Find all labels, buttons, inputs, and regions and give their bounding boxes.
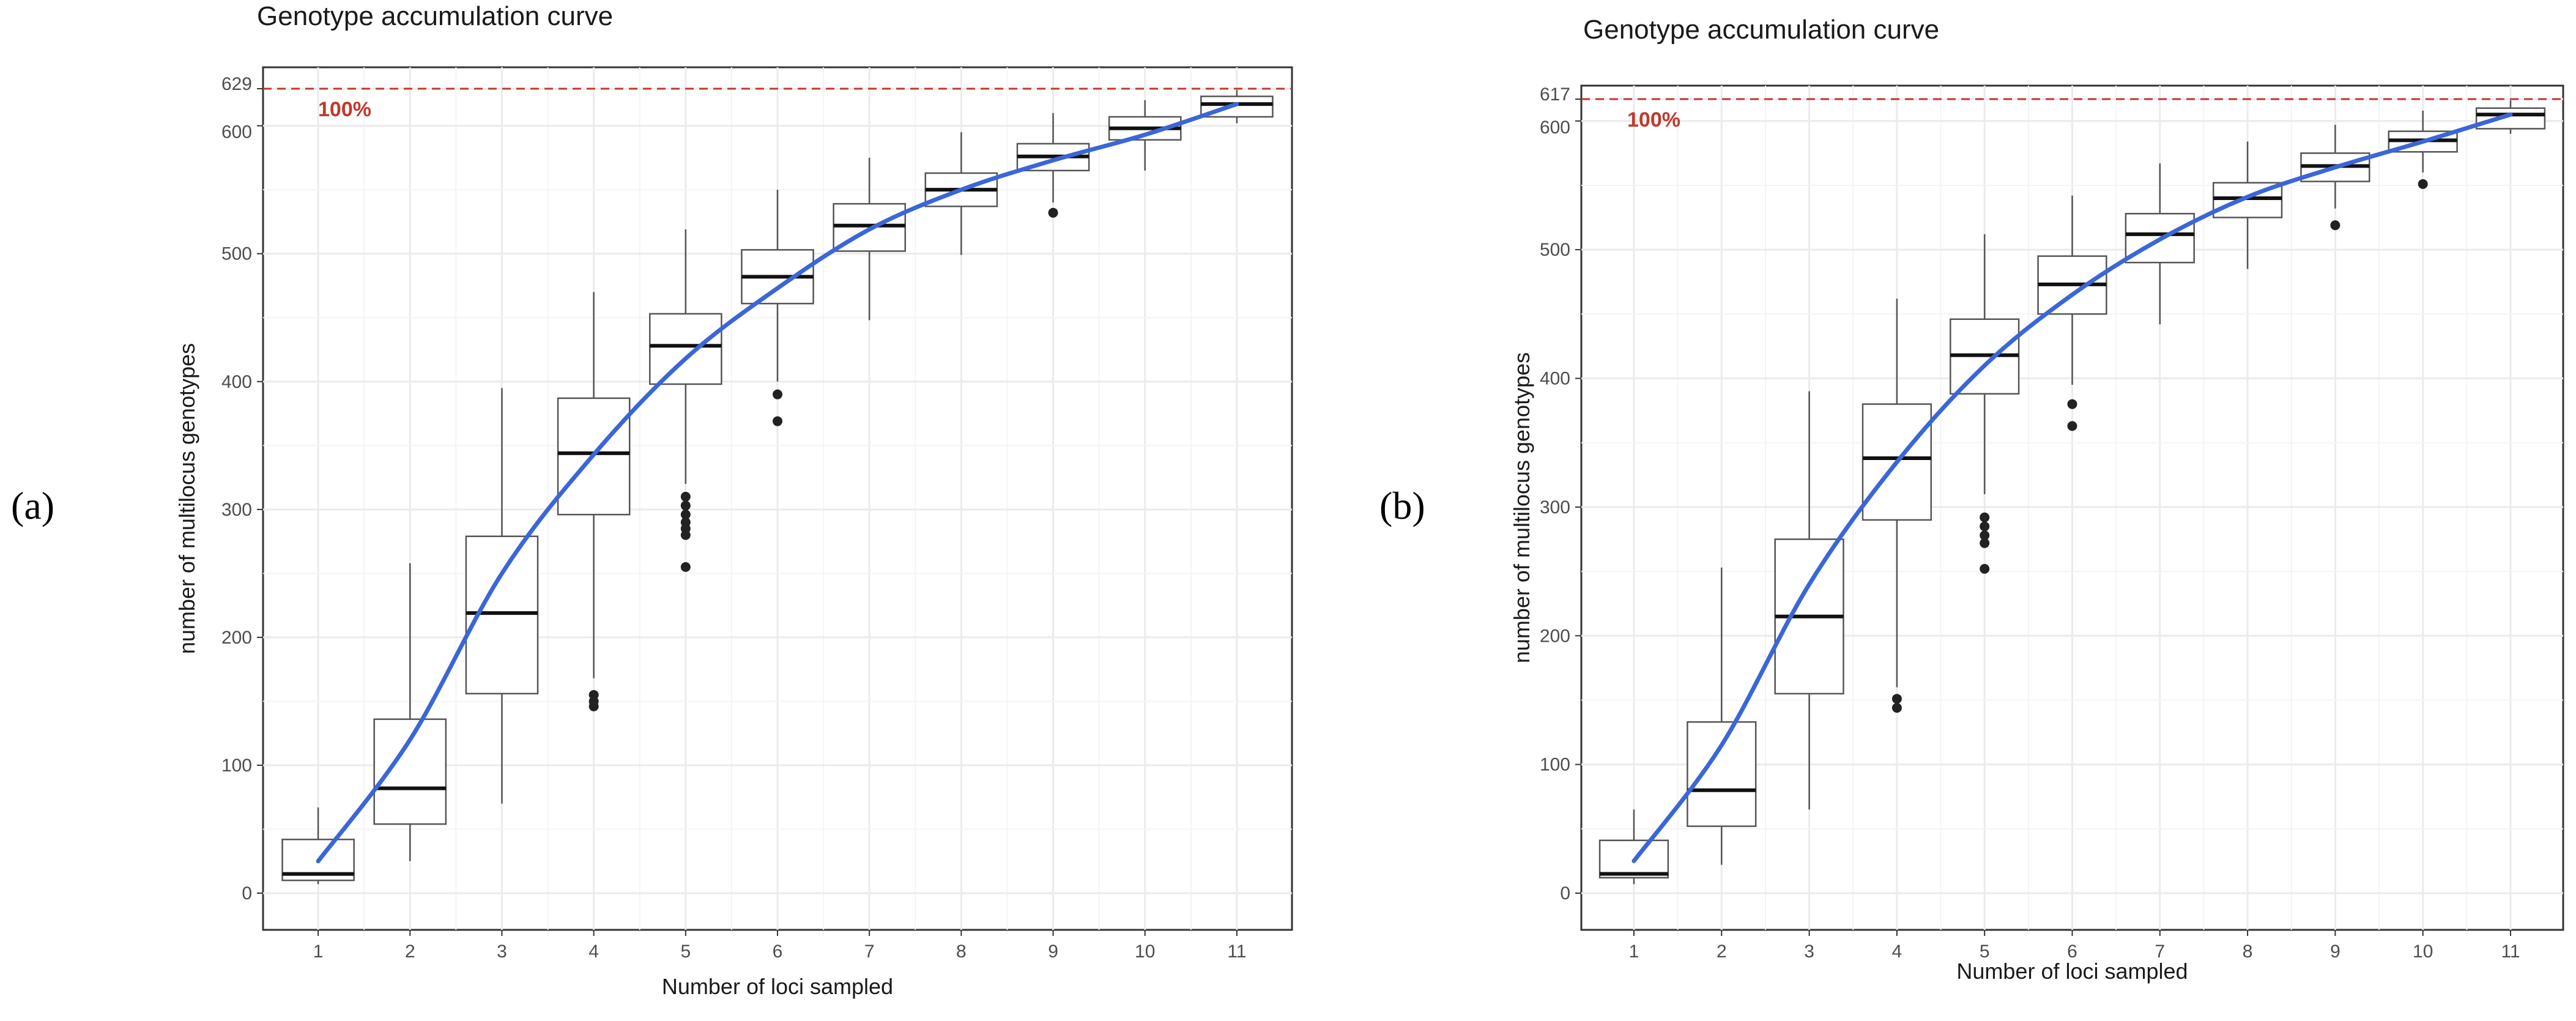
box-5 <box>649 229 722 572</box>
x-tick-label: 1 <box>1629 941 1639 962</box>
box-4 <box>557 292 631 711</box>
x-tick-label: 9 <box>2330 941 2340 962</box>
y-tick-label: 600 <box>221 122 252 143</box>
x-tick-label: 4 <box>1892 941 1902 962</box>
box-iqr <box>1687 721 1757 827</box>
x-tick-label: 3 <box>497 941 507 962</box>
box-5 <box>1950 234 2020 574</box>
y-tick-label: 0 <box>242 883 252 904</box>
y-tick-label: 300 <box>1540 497 1570 518</box>
x-tick-label: 10 <box>2413 941 2433 962</box>
outlier-point <box>2418 179 2428 189</box>
box-6 <box>2037 195 2107 431</box>
y-axis-title: number of multilocus genotypes <box>174 343 199 654</box>
chart-panel-b: 0 100 200 300 400 500 600 617 1 2 3 4 5 6 7 8 9 10 11 Numbe… <box>1509 84 2564 984</box>
y-tick-label: 400 <box>1540 369 1570 389</box>
x-axis-title: Number of loci sampled <box>1956 959 2188 984</box>
panel-label-b: (b) <box>1379 484 1425 527</box>
y-tick-label: 300 <box>221 500 252 520</box>
box-iqr <box>2475 107 2546 130</box>
outlier-point <box>1980 530 1990 541</box>
outlier-point <box>680 562 691 572</box>
outlier-point <box>1048 207 1058 218</box>
outlier-point <box>680 491 691 502</box>
outlier-point <box>2067 421 2077 431</box>
box-iqr <box>649 313 722 385</box>
outlier-point <box>680 500 691 511</box>
x-tick-label: 6 <box>773 941 783 962</box>
y-tick-label: 400 <box>221 372 252 392</box>
x-tick-label: 2 <box>405 941 415 962</box>
y-tick-label: 200 <box>221 628 252 648</box>
x-tick-label: 6 <box>2067 941 2077 962</box>
y-tick-label: 500 <box>221 244 252 264</box>
x-axis-title: Number of loci sampled <box>662 974 893 999</box>
outlier-point <box>773 416 782 426</box>
outlier-point <box>1891 694 1902 704</box>
reference-label-100pct: 100% <box>318 98 371 121</box>
y-tick-label: 600 <box>1540 117 1570 138</box>
chart-title-a: Genotype accumulation curve <box>257 1 614 31</box>
box-11 <box>2475 100 2546 134</box>
x-tick-label: 3 <box>1804 941 1814 962</box>
y-tick-label: 629 <box>221 74 252 94</box>
outlier-point <box>773 389 782 399</box>
x-tick-label: 11 <box>2501 941 2520 962</box>
x-tick-label: 5 <box>1980 941 1990 962</box>
trend-line <box>1631 112 2513 863</box>
x-tick-label: 4 <box>588 941 599 962</box>
y-axis-title: number of multilocus genotypes <box>1509 352 1534 663</box>
box-6 <box>741 190 814 426</box>
y-tick-label: 500 <box>1540 240 1570 260</box>
trend-line <box>316 102 1239 864</box>
x-tick-label: 5 <box>680 941 691 962</box>
panel-label-a: (a) <box>11 484 55 527</box>
x-tick-label: 7 <box>864 941 875 962</box>
chart-title-b: Genotype accumulation curve <box>1583 15 1940 45</box>
x-tick-label: 9 <box>1048 941 1058 962</box>
x-tick-label: 11 <box>1227 941 1246 962</box>
outlier-point <box>680 517 691 527</box>
outlier-point <box>1980 521 1990 532</box>
outlier-point <box>1980 512 1990 522</box>
y-tick-label: 100 <box>1540 755 1570 775</box>
y-tick-label: 617 <box>1540 84 1570 105</box>
outlier-point <box>2067 399 2077 409</box>
x-tick-label: 10 <box>1135 941 1155 962</box>
outlier-point <box>1891 703 1902 713</box>
x-tick-label: 7 <box>2155 941 2165 962</box>
y-tick-label: 100 <box>221 756 252 776</box>
x-tick-label: 1 <box>313 941 324 962</box>
box-2 <box>1687 567 1757 865</box>
outlier-point <box>1980 538 1990 548</box>
box-iqr <box>373 718 447 825</box>
x-tick-label: 2 <box>1717 941 1727 962</box>
outlier-point <box>680 510 691 520</box>
box-3 <box>1774 391 1844 810</box>
box-8 <box>2212 141 2283 269</box>
outlier-point <box>2330 220 2340 231</box>
outlier-point <box>1980 563 1990 574</box>
y-tick-label: 200 <box>1540 626 1570 646</box>
y-tick-label: 0 <box>1560 883 1570 904</box>
x-tick-label: 8 <box>2243 941 2253 962</box>
x-tick-label: 8 <box>956 941 967 962</box>
chart-panel-a: 0 100 200 300 400 500 600 629 1 2 3 4 5 6 7 8 9 10 11 Numbe… <box>174 66 1293 999</box>
reference-label-100pct: 100% <box>1627 108 1680 132</box>
box-4 <box>1861 299 1932 713</box>
outlier-point <box>588 689 599 700</box>
